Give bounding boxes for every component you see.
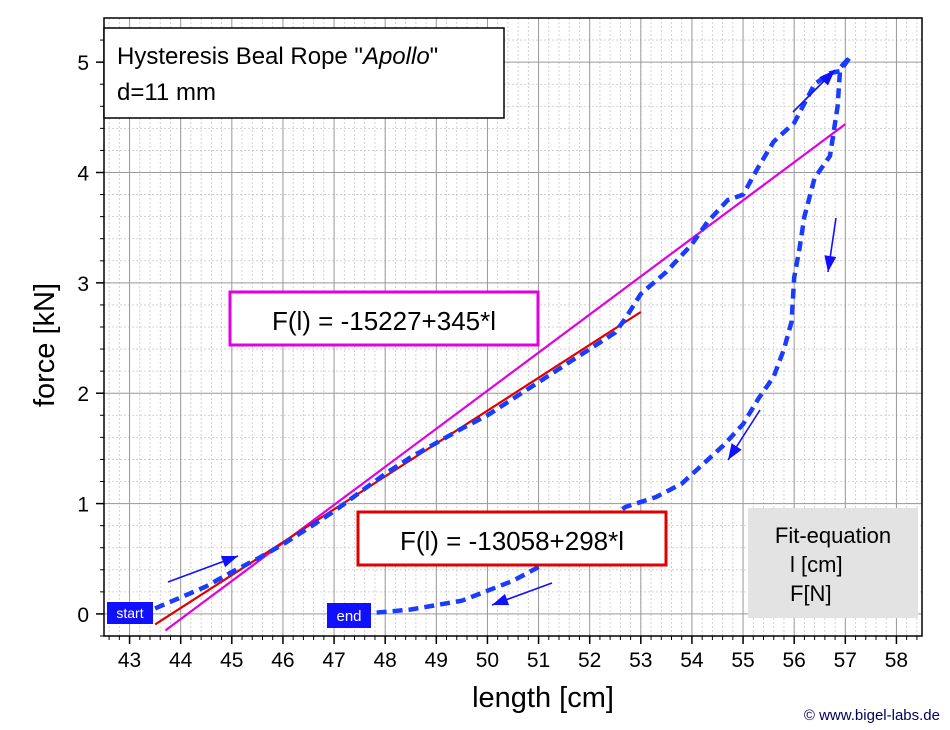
y-axis-ticks: 0 1 2 3 4 5 (77, 39, 104, 637)
y-tick-label: 4 (77, 163, 89, 186)
x-tick-label: 47 (322, 649, 345, 672)
title-end: " (430, 43, 439, 70)
fit-info-box (748, 508, 918, 618)
x-tick-label: 56 (783, 649, 806, 672)
direction-arrows (167, 69, 837, 606)
arrow-head (824, 255, 837, 272)
x-tick-label: 58 (885, 649, 908, 672)
arrow-head (492, 593, 510, 606)
fit-info-f: F[N] (790, 581, 832, 606)
x-tick-label: 48 (374, 649, 397, 672)
fit-box-magenta (228, 290, 540, 347)
x-tick-label: 51 (527, 649, 550, 672)
x-tick-label: 52 (578, 649, 601, 672)
fit-label-magenta: F(l) = -15227+345*l (272, 306, 496, 336)
title-italic: Apollo (361, 43, 430, 70)
arrow-head (819, 70, 835, 86)
y-axis-label: force [kN] (29, 283, 61, 407)
arrow-head (728, 443, 742, 460)
y-tick-label: 0 (77, 604, 89, 627)
x-tick-label: 50 (476, 649, 499, 672)
x-tick-label: 55 (731, 649, 754, 672)
y-tick-label: 5 (77, 52, 89, 75)
fit-lines (154, 123, 846, 632)
fit-label-red: F(l) = -13058+298*l (400, 526, 624, 556)
y-tick-label: 2 (77, 383, 89, 406)
hysteresis-curve (154, 54, 853, 617)
end-label: end (336, 608, 361, 625)
end-badge (327, 603, 371, 628)
x-tick-label: 43 (118, 649, 141, 672)
x-tick-label: 49 (425, 649, 448, 672)
y-tick-label: 3 (77, 273, 89, 296)
fit-info-title: Fit-equation (775, 523, 891, 548)
start-badge (107, 602, 153, 624)
x-tick-label: 44 (169, 649, 193, 672)
fit-line-red (154, 311, 642, 626)
start-label: start (116, 605, 143, 621)
arrow-head (220, 555, 238, 568)
x-tick-label: 57 (834, 649, 857, 672)
fit-info-l: l [cm] (790, 552, 843, 577)
fit-box-red (356, 510, 668, 567)
x-tick-label: 53 (629, 649, 652, 672)
x-axis-label: length [cm] (472, 682, 614, 714)
chart-subtitle: d=11 mm (117, 79, 216, 106)
hysteresis-line (154, 54, 853, 617)
y-tick-label: 1 (77, 494, 89, 517)
x-tick-label: 45 (220, 649, 243, 672)
x-axis-ticks: 43 44 45 46 47 48 49 50 51 52 53 54 55 56 57 58 (108, 636, 918, 672)
x-tick-label: 46 (271, 649, 294, 672)
title-main: Hysteresis Beal Rope " (117, 43, 363, 70)
x-tick-label: 54 (680, 649, 704, 672)
copyright: © www.bigel-labs.de (804, 707, 940, 724)
chart-title: Hysteresis Beal Rope "Apollo" (117, 43, 438, 70)
title-box (103, 27, 505, 119)
